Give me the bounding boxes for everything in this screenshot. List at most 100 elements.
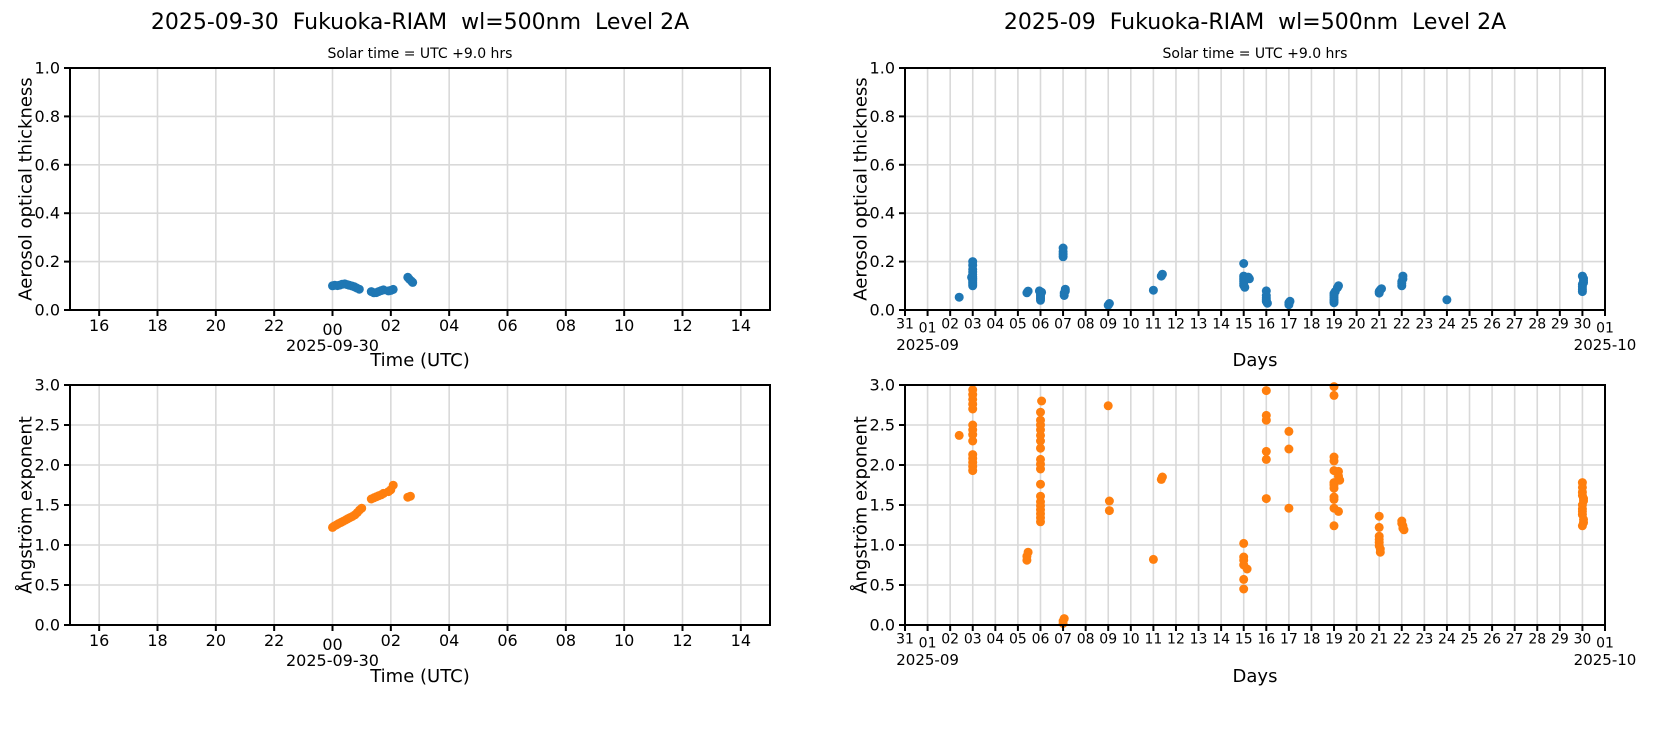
- data-point-angstrom-exponent: [1036, 415, 1045, 425]
- data-point-aerosol-optical-thickness: [954, 292, 964, 302]
- data-point-angstrom-exponent: [388, 480, 398, 490]
- x-tick-label: 25: [1461, 632, 1479, 648]
- data-point-angstrom-exponent: [968, 420, 978, 430]
- x-tick-label: 23: [1415, 317, 1433, 333]
- y-tick-label: 1.0: [35, 59, 60, 78]
- data-point-angstrom-exponent: [1148, 554, 1158, 564]
- x-tick-label: 08: [556, 316, 576, 335]
- x-tick-label: 06: [497, 316, 517, 335]
- x-tick-label: 06: [1032, 317, 1050, 333]
- x-tick-label: 20: [206, 631, 226, 650]
- data-point-aerosol-optical-thickness: [1398, 271, 1408, 281]
- data-point-angstrom-exponent: [1374, 522, 1384, 532]
- data-point-angstrom-exponent: [1399, 525, 1409, 535]
- x-tick-label: 25: [1461, 317, 1479, 333]
- y-tick-label: 0.2: [870, 252, 895, 271]
- data-point-aerosol-optical-thickness: [1262, 298, 1272, 308]
- y-tick-label: 0.8: [870, 107, 895, 126]
- data-point-angstrom-exponent: [1239, 584, 1249, 594]
- y-tick-label: 2.0: [35, 456, 60, 475]
- x-tick-label: 12: [672, 631, 692, 650]
- data-point-angstrom-exponent: [1059, 614, 1069, 624]
- data-point-angstrom-exponent: [1242, 564, 1252, 574]
- x-tick-label: 17: [1280, 317, 1298, 333]
- x-tick-label: 18: [147, 316, 167, 335]
- data-point-aerosol-optical-thickness: [968, 257, 978, 267]
- x-tick-label: 12: [1167, 632, 1185, 648]
- data-point-aerosol-optical-thickness: [1023, 286, 1033, 296]
- x-tick-label: 19: [1325, 317, 1343, 333]
- x-tick-label: 12: [1167, 317, 1185, 333]
- x-tick-label: 08: [1077, 632, 1095, 648]
- x-tick-label: 06: [1032, 632, 1050, 648]
- y-tick-label: 0.4: [870, 204, 895, 223]
- x-tick-label: 21: [1370, 632, 1388, 648]
- data-point-angstrom-exponent: [1329, 382, 1339, 392]
- x-tick-label: 05: [1009, 632, 1027, 648]
- x-tick-label: 04: [986, 632, 1004, 648]
- panel-title-aot-time: 2025-09-30 Fukuoka-RIAM wl=500nm Level 2…: [150, 10, 690, 35]
- x-tick-label: 29: [1551, 632, 1569, 648]
- x-tick-label: 09: [1099, 632, 1117, 648]
- x-tick-label: 18: [1303, 317, 1321, 333]
- x-tick-label: 22: [264, 316, 284, 335]
- xlabel-aot-time: Time (UTC): [370, 350, 470, 371]
- data-point-aerosol-optical-thickness: [1334, 281, 1343, 291]
- y-tick-label: 1.0: [35, 536, 60, 555]
- y-tick-label: 0.5: [35, 576, 60, 595]
- data-point-angstrom-exponent: [1284, 444, 1294, 454]
- x-tick-label: 12: [672, 316, 692, 335]
- data-point-aerosol-optical-thickness: [1058, 243, 1068, 253]
- x-tick-label: 03: [964, 632, 982, 648]
- data-point-aerosol-optical-thickness: [1148, 285, 1158, 295]
- x-tick-date-label: 2025-09-30: [286, 336, 379, 355]
- x-tick-label: 30: [1574, 317, 1592, 333]
- x-tick-label: 26: [1483, 317, 1501, 333]
- data-point-angstrom-exponent: [405, 491, 415, 501]
- data-point-angstrom-exponent: [1036, 479, 1045, 489]
- x-tick-label: 14: [1212, 317, 1230, 333]
- x-tick-label: 01: [1596, 321, 1614, 337]
- data-point-angstrom-exponent: [1036, 443, 1045, 453]
- y-tick-label: 0.0: [35, 616, 60, 635]
- data-point-aerosol-optical-thickness: [1157, 269, 1167, 279]
- data-point-angstrom-exponent: [357, 503, 367, 513]
- data-point-angstrom-exponent: [1261, 415, 1271, 425]
- x-tick-label: 27: [1506, 632, 1524, 648]
- x-tick-label: 02: [381, 631, 401, 650]
- x-tick-label: 31: [896, 317, 914, 333]
- x-tick-label: 04: [439, 316, 459, 335]
- x-tick-label: 15: [1235, 317, 1253, 333]
- y-tick-label: 1.5: [870, 496, 895, 515]
- x-tick-label: 18: [1303, 632, 1321, 648]
- data-point-angstrom-exponent: [1023, 547, 1033, 557]
- x-tick-label: 29: [1551, 317, 1569, 333]
- xlabel-aot-days: Days: [1232, 350, 1278, 371]
- x-tick-label: 11: [1144, 632, 1162, 648]
- x-tick-label: 03: [964, 317, 982, 333]
- x-tick-label: 04: [439, 631, 459, 650]
- x-tick-label: 04: [986, 317, 1004, 333]
- x-tick-date-label: 2025-10: [1574, 336, 1637, 354]
- y-tick-label: 2.5: [35, 416, 60, 435]
- data-point-angstrom-exponent: [968, 450, 978, 460]
- x-tick-label: 10: [614, 316, 634, 335]
- data-point-angstrom-exponent: [1036, 454, 1045, 464]
- data-point-aerosol-optical-thickness: [354, 284, 364, 294]
- x-tick-label: 07: [1054, 317, 1072, 333]
- y-tick-label: 1.0: [870, 536, 895, 555]
- data-point-angstrom-exponent: [1239, 538, 1249, 548]
- x-tick-label: 24: [1438, 317, 1456, 333]
- data-point-angstrom-exponent: [968, 436, 978, 446]
- x-tick-label: 24: [1438, 632, 1456, 648]
- x-tick-label: 01: [919, 321, 937, 337]
- x-tick-label: 13: [1190, 632, 1208, 648]
- x-tick-label: 14: [1212, 632, 1230, 648]
- data-point-angstrom-exponent: [968, 385, 978, 395]
- data-point-aerosol-optical-thickness: [1104, 299, 1114, 308]
- data-point-angstrom-exponent: [1104, 506, 1114, 516]
- x-tick-label: 08: [556, 631, 576, 650]
- y-tick-label: 1.5: [35, 496, 60, 515]
- data-point-angstrom-exponent: [1334, 506, 1343, 516]
- x-tick-date-label: 2025-09: [896, 651, 959, 669]
